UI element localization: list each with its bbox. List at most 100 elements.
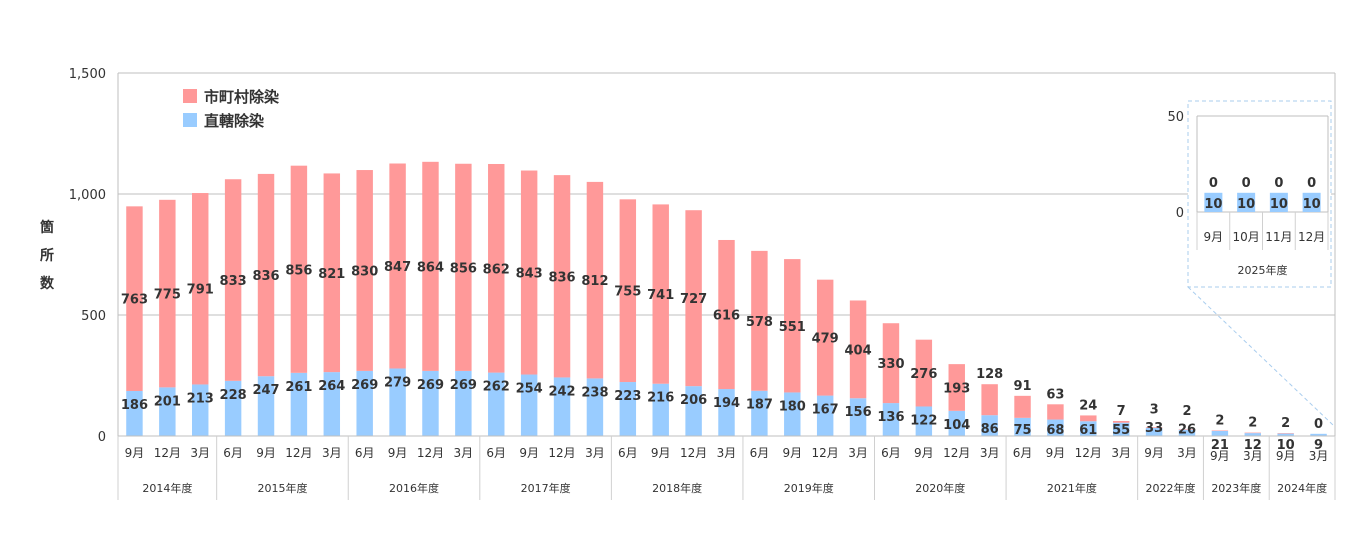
- x-tick-label: 9月: [651, 446, 671, 460]
- bar-direct: [1310, 433, 1327, 436]
- bar-direct: [586, 378, 604, 436]
- x-tick-label: 3月: [322, 446, 342, 460]
- y-axis-label: 箇 所 数: [40, 219, 55, 292]
- bar-direct: [652, 383, 669, 436]
- data-label-municipal: 7: [1117, 404, 1126, 419]
- x-tick-label: 12月: [285, 446, 312, 460]
- bar-municipal: [520, 170, 538, 375]
- data-label-direct: 33: [1145, 421, 1163, 436]
- data-label-direct: 228: [220, 388, 247, 403]
- inset-data-label-direct: 10: [1303, 197, 1321, 212]
- y-tick-label: 0: [98, 430, 106, 445]
- data-label-direct: 262: [483, 380, 510, 395]
- data-label-direct: 122: [910, 413, 937, 428]
- data-label-direct: 269: [450, 378, 477, 393]
- bar-direct: [1080, 421, 1097, 436]
- bar-municipal: [882, 323, 900, 404]
- data-label-municipal: 836: [252, 269, 279, 284]
- data-label-municipal: 24: [1079, 398, 1097, 413]
- inset-bar-direct: [1204, 192, 1223, 212]
- inset-data-label-municipal: 0: [1242, 176, 1251, 191]
- bar-direct: [718, 389, 735, 436]
- bar-direct: [455, 370, 472, 436]
- legend-label-municipal: 市町村除染: [204, 88, 280, 106]
- x-tick-label: 6月: [355, 446, 375, 460]
- data-label-direct: 9: [1314, 438, 1323, 453]
- bar-direct: [882, 403, 900, 436]
- bar-direct: [816, 395, 834, 436]
- bar-direct: [422, 370, 439, 436]
- bar-direct: [1014, 417, 1031, 436]
- data-label-municipal: 791: [187, 283, 214, 298]
- data-label-direct: 279: [384, 375, 411, 390]
- bar-direct: [520, 374, 538, 436]
- bar-municipal: [488, 163, 505, 373]
- data-label-direct: 12: [1244, 438, 1262, 453]
- x-group-label: 2024年度: [1277, 481, 1327, 495]
- data-label-municipal: 2: [1182, 404, 1191, 419]
- data-label-municipal: 276: [910, 367, 937, 382]
- data-label-direct: 242: [548, 384, 575, 399]
- bar-direct: [784, 392, 801, 436]
- bar-municipal: [849, 300, 867, 399]
- y-tick-label: 1,000: [69, 188, 106, 203]
- bar-direct: [356, 370, 373, 436]
- data-label-direct: 187: [746, 398, 773, 413]
- data-label-direct: 213: [187, 391, 214, 406]
- x-tick-label: 9月: [519, 446, 539, 460]
- inset-data-label-direct: 10: [1237, 197, 1255, 212]
- data-label-municipal: 727: [680, 292, 707, 307]
- x-tick-label: 9月: [1276, 449, 1296, 463]
- data-label-municipal: 0: [1314, 417, 1323, 432]
- bar-municipal: [290, 165, 308, 373]
- data-label-direct: 261: [285, 380, 312, 395]
- bar-municipal: [1014, 395, 1031, 418]
- bar-direct: [619, 382, 637, 436]
- x-tick-label: 3月: [454, 446, 474, 460]
- data-label-direct: 136: [877, 410, 904, 425]
- data-label-direct: 68: [1046, 423, 1064, 438]
- data-label-direct: 104: [943, 418, 970, 433]
- x-tick-label: 9月: [1046, 446, 1066, 460]
- data-label-municipal: 2: [1215, 413, 1224, 428]
- bars: [126, 161, 1327, 436]
- bar-direct: [685, 386, 702, 436]
- bar-municipal: [356, 170, 373, 371]
- inset-y-tick-label: 0: [1176, 206, 1184, 221]
- inset-data-label-direct: 10: [1204, 197, 1222, 212]
- inset-data-label-municipal: 0: [1274, 176, 1283, 191]
- x-tick-label: 9月: [125, 446, 145, 460]
- y-axis-label-char: 数: [40, 275, 55, 292]
- bar-municipal: [685, 210, 702, 387]
- bar-direct: [1112, 422, 1130, 436]
- data-label-direct: 269: [417, 378, 444, 393]
- data-label-municipal: 91: [1013, 379, 1031, 394]
- inset-connector: [1187, 286, 1334, 426]
- bar-municipal: [159, 199, 176, 388]
- bar-municipal: [192, 193, 209, 385]
- y-axis-label-char: 箇: [40, 219, 54, 236]
- data-label-direct: 223: [614, 389, 641, 404]
- bar-municipal: [915, 339, 933, 407]
- bar-municipal: [422, 161, 439, 371]
- x-tick-label: 6月: [223, 446, 243, 460]
- data-label-direct: 201: [154, 394, 181, 409]
- x-tick-label: 3月: [585, 446, 605, 460]
- data-label-direct: 21: [1211, 438, 1229, 453]
- x-tick-label: 3月: [1177, 446, 1197, 460]
- data-label-municipal: 2: [1248, 416, 1257, 431]
- data-label-municipal: 616: [713, 309, 740, 324]
- data-label-direct: 247: [252, 383, 279, 398]
- bar-municipal: [1047, 404, 1064, 420]
- bar-municipal: [1080, 415, 1097, 422]
- x-tick-label: 9月: [914, 446, 934, 460]
- bar-direct: [224, 380, 242, 436]
- bar-direct: [1047, 419, 1064, 436]
- x-tick-label: 9月: [1210, 449, 1230, 463]
- data-label-municipal: 864: [417, 260, 444, 275]
- data-label-municipal: 856: [285, 263, 312, 278]
- x-tick-label: 6月: [618, 446, 638, 460]
- x-tick-label: 12月: [680, 446, 707, 460]
- data-label-municipal: 847: [384, 260, 411, 275]
